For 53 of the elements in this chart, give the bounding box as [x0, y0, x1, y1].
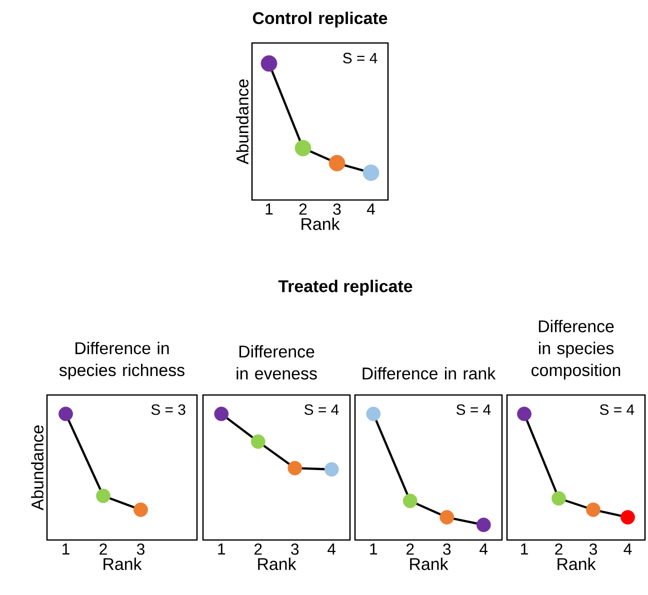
annotation: S = 4 — [456, 404, 491, 415]
x-axis-title: Rank — [302, 218, 340, 230]
y-axis-title: Abundance — [236, 79, 248, 164]
text: S = 4 — [343, 52, 378, 64]
annotation: S = 3 — [151, 404, 186, 415]
x-tick-label: 2 — [100, 544, 107, 555]
x-tick-label: 2 — [299, 204, 307, 215]
x-tick-label: 2 — [406, 544, 414, 555]
chart-title: Difference in species richness — [59, 342, 184, 380]
x-tick-label: 1 — [266, 204, 273, 214]
point — [288, 460, 302, 476]
chart-title: Difference in rank — [362, 367, 496, 380]
point — [328, 154, 346, 172]
x-tick-label: 4 — [328, 544, 336, 554]
x-tick-label: 4 — [624, 544, 632, 554]
x-axis-title: Rank — [410, 558, 448, 570]
x-tick-label: 1 — [521, 544, 528, 554]
point — [517, 406, 532, 422]
chart-title: Difference in eveness — [236, 345, 317, 380]
x-tick-label: 1 — [62, 544, 70, 554]
point — [552, 491, 566, 506]
point — [214, 406, 229, 422]
x-tick-label: 1 — [370, 544, 378, 554]
x-tick-label: 3 — [136, 544, 144, 555]
text: Treated replicate — [278, 280, 412, 296]
annotation: S = 4 — [304, 404, 339, 415]
x-tick-label: 3 — [589, 544, 597, 555]
point — [324, 462, 339, 477]
point — [294, 140, 312, 156]
x-tick-label: 4 — [366, 204, 375, 214]
chart-title: Difference in species composition — [532, 320, 620, 380]
chart-title: Control replicate — [252, 12, 388, 28]
y-axis-title: Abundance — [31, 425, 44, 510]
point — [440, 510, 454, 525]
point — [362, 164, 380, 181]
point — [260, 55, 278, 72]
point — [402, 494, 418, 508]
x-axis-title: Rank — [258, 558, 296, 570]
point — [366, 406, 381, 422]
point — [620, 510, 635, 525]
point — [586, 502, 600, 517]
x-axis-title: Rank — [558, 558, 596, 570]
x-tick-label: 2 — [254, 544, 262, 555]
x-tick-label: 3 — [443, 544, 451, 555]
x-tick-label: 4 — [480, 544, 488, 554]
x-axis-title: Rank — [104, 558, 142, 570]
point — [476, 518, 491, 532]
x-tick-label: 1 — [218, 544, 226, 554]
x-tick-label: 3 — [291, 544, 299, 555]
x-tick-label: 3 — [333, 204, 341, 215]
point — [250, 434, 266, 449]
annotation: S = 4 — [600, 404, 634, 415]
x-tick-label: 2 — [555, 544, 562, 555]
